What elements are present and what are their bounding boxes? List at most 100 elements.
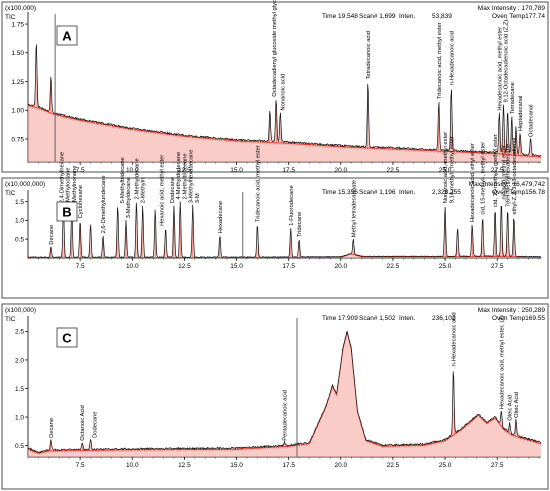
status-inten-value: 53,839 (432, 13, 452, 20)
peak-label: Tridecanoic acid, methyl ester (437, 22, 443, 99)
peak-label: 3-Methylhexadecane (189, 149, 195, 203)
trace-label: TIC (5, 14, 16, 21)
x-tick-label: 27.5 (491, 263, 504, 270)
y-tick-label: 0.75 (11, 136, 24, 143)
x-tick-label: 25.0 (439, 462, 452, 469)
panel-letter-box (56, 25, 78, 46)
peak-label: Nonanoic acid (280, 74, 286, 111)
y-tick-label: 1.50 (11, 50, 24, 57)
peak-label: Octanoic Acid (80, 405, 86, 440)
peak-label: 4-Methyldodecane (176, 152, 182, 200)
panel-letter-box (56, 201, 78, 222)
peak-label: 2-Methyln (141, 178, 147, 203)
scale-label: (x10,000,000) (5, 181, 45, 188)
peak-label: Octadecanal (529, 104, 535, 137)
peak-label: cid, 15-methyl-, methyl ester (493, 134, 499, 207)
trace-label: TIC (5, 316, 16, 323)
x-tick-label: 15.0 (230, 462, 243, 469)
x-tick-label: 12.5 (178, 462, 191, 469)
peak-label: n-Hexadecanoic acid (451, 312, 457, 366)
tic-trace (27, 201, 542, 259)
integrated-area (28, 331, 541, 457)
x-tick-label: 20.0 (334, 462, 347, 469)
peak-label: 9,14-methyl-, methyl ester (449, 136, 455, 203)
peak-label: Tridecane (297, 212, 303, 238)
status-scan: Scan# 1,196 (359, 189, 396, 196)
status-time: Time 15.356 (322, 189, 358, 196)
max-intensity: Max Intensity : 170,789 (478, 5, 546, 12)
peak-label: 7(6H-Methylhexadecane (506, 144, 512, 207)
peak-label: Hexadecane (218, 201, 224, 234)
x-tick-label: 22.5 (387, 167, 400, 174)
peak-label: 9,12-Octadecadienoic acid (Z,Z)- (504, 18, 510, 103)
status-inten-value: 236,102 (432, 315, 456, 322)
x-tick-label: 10.0 (126, 167, 139, 174)
panel-letter: C (62, 331, 72, 346)
peak-label: nic acid, methyl ester (502, 145, 508, 200)
peak-label: Tetradecanoic acid (366, 31, 372, 79)
x-tick-label: 20.0 (334, 167, 347, 174)
peak-label: 2-Methyldecane (134, 158, 140, 199)
status-time: Time 19.548 (322, 13, 358, 20)
status-oven-temp: Oven Temp177.74 (492, 13, 545, 20)
peak-label: 5-Methyltridecane (120, 157, 126, 203)
max-intensity: Max Intensity : 250,289 (478, 307, 546, 314)
x-tick-label: 17.5 (282, 167, 295, 174)
trace-label: TIC (5, 190, 16, 197)
y-tick-label: 1.75 (11, 21, 24, 28)
y-tick-label: 1.5 (15, 199, 24, 206)
panel-letter: A (62, 29, 72, 44)
baseline-line (28, 253, 542, 258)
y-tick-label: 1.5 (15, 386, 24, 393)
tic-trace (27, 44, 542, 158)
integrated-area (28, 201, 541, 258)
scale-label: (x100,000) (5, 5, 36, 12)
x-tick-label: 20.0 (334, 263, 347, 270)
status-oven-temp: Oven Temp156.78 (492, 189, 545, 196)
x-tick-label: 27.5 (491, 462, 504, 469)
peak-label: Tetradecane (510, 82, 516, 114)
x-tick-label: 12.5 (178, 167, 191, 174)
peak-label: Oleic Acid (514, 392, 520, 418)
peak-label: Cyclohexane (78, 185, 84, 219)
x-tick-label: 22.5 (387, 462, 400, 469)
x-tick-label: 12.5 (178, 263, 191, 270)
status-scan: Scan# 1,502 (359, 315, 396, 322)
y-tick-label: 0.5 (15, 236, 24, 243)
y-tick-label: 0.5 (15, 443, 24, 450)
peak-label: Nonanoic acid, methyl ester (443, 132, 449, 204)
y-tick-label: 1.00 (11, 108, 24, 115)
peak-label: cid, 15-methyl-, methyl ester (481, 142, 487, 215)
peak-label: Heptadecanal (518, 96, 524, 132)
peak-label: 3-Methyldecane (126, 177, 132, 218)
peak-label: 2,4-Dimethylhexane (59, 152, 65, 204)
tic-trace (28, 330, 542, 454)
peak-label: Octadecadienyl glucoside methyl glycosid… (272, 0, 278, 97)
peak-label: 2,6-Dimethylundecane (101, 175, 107, 233)
peak-label: 4-Methyloctane (66, 167, 72, 207)
peak-label: Dodecane (93, 411, 99, 437)
status-scan: Scan# 1,699 (359, 13, 396, 20)
x-tick-label: 15.0 (230, 167, 243, 174)
x-tick-label: 17.5 (282, 462, 295, 469)
y-tick-label: 1.0 (15, 218, 24, 225)
panel-a: (x100,000) TIC Max Intensity : 170,789 Time… (1, 0, 549, 174)
x-tick-label: 25.0 (439, 167, 452, 174)
x-tick-label: 7.5 (76, 167, 85, 174)
peak-label: Methyl tetradecanoate (351, 180, 357, 237)
peak-label: Oleic Acid (508, 395, 514, 421)
status-inten-label: Inten. (399, 189, 415, 196)
peak-label: n-Hexadecanoic acid (449, 31, 455, 85)
peak-label: 3-Methylnonane (72, 166, 78, 208)
x-tick-label: 7.5 (76, 263, 85, 270)
peak-label: Decane (49, 225, 55, 245)
x-tick-label: 17.5 (282, 263, 295, 270)
x-tick-label: 7.5 (76, 462, 85, 469)
peak-label: ethyl-Z,Z-3,13-octadecadienol (512, 138, 518, 215)
x-tick-label: 27.5 (491, 167, 504, 174)
y-tick-label: 2.0 (15, 357, 24, 364)
y-tick-label: 1.25 (11, 79, 24, 86)
status-inten-label: Inten. (399, 315, 415, 322)
panel-frame (1, 303, 549, 490)
peak-label: Pentadecanoic acid (283, 390, 289, 441)
